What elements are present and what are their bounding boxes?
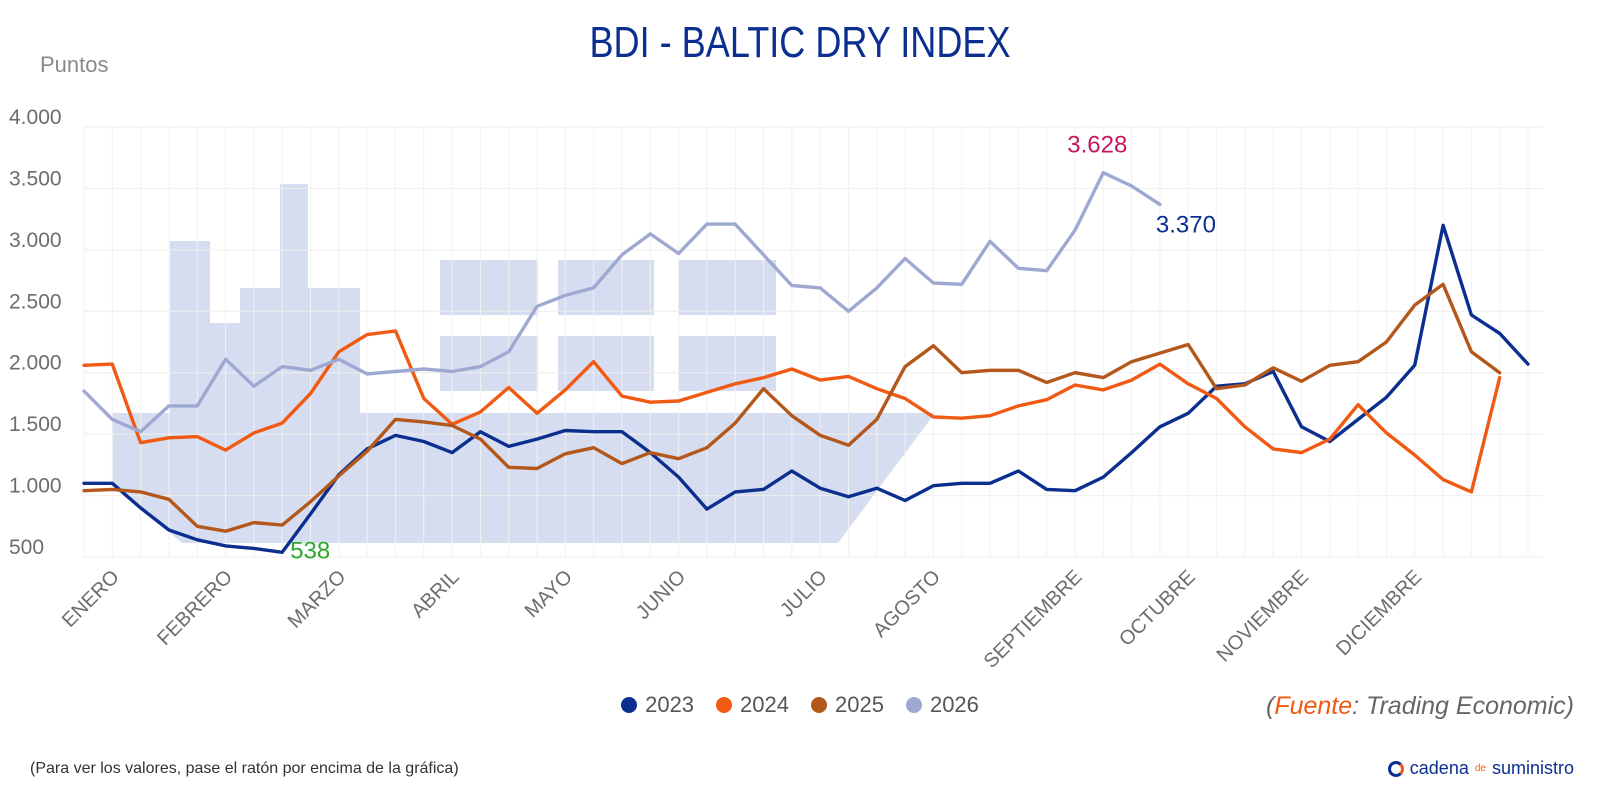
x-axis-ticks: ENERO FEBRERO MARZO ABRIL MAYO JUNIO JULIO AGOS… [58,566,1426,673]
y-tick-label: 2.500 [9,290,62,313]
x-tick-label: SEPTIEMBRE [980,566,1087,673]
grid-lines [83,126,1544,558]
x-tick-label: MAYO [521,566,577,622]
legend-label: 2024 [740,692,789,717]
chart-title: BDI - BALTIC DRY INDEX [589,18,1011,67]
y-axis-label: Puntos [40,52,109,77]
ship-block [170,241,210,413]
brand-icon [1387,760,1404,777]
x-tick-label: ENERO [58,566,124,632]
legend-marker [716,697,733,713]
series-line-2026[interactable] [82,170,1162,434]
x-tick-label: JULIO [776,566,832,622]
legend-item-2025[interactable]: 2025 [811,692,884,718]
y-axis-ticks: 500 1.000 1.500 2.000 2.500 3.000 3.500 4.000 [9,106,62,559]
y-tick-label: 3.000 [9,229,62,252]
x-tick-label: FEBRERO [153,566,237,650]
series-lines[interactable] [82,170,1530,554]
annotation-label: 3.628 [1067,132,1127,159]
annotation-label: 3.370 [1156,211,1216,238]
ship-block [240,288,280,413]
brand-logo: cadena de suministro [1387,758,1574,779]
ship-block [308,288,360,413]
legend-marker [811,697,827,713]
legend-label: 2026 [929,692,979,717]
x-tick-label: DICIEMBRE [1332,566,1426,660]
ship-block [440,260,538,315]
source-rest: : Trading Economic) [1352,692,1574,720]
annotation-label: 538 [290,537,330,564]
x-tick-label: AGOSTO [869,566,945,642]
x-tick-label: JUNIO [632,566,690,624]
source-note: (Fuente: Trading Economic) [1266,692,1574,721]
series-line-2023[interactable] [82,223,1530,554]
chart-svg[interactable]: 500 1.000 1.500 2.000 2.500 3.000 3.500 4.000 E… [0,0,1600,680]
y-tick-label: 500 [9,536,44,559]
brand-suffix: suministro [1491,758,1574,778]
y-tick-label: 1.000 [9,475,62,498]
x-tick-label: OCTUBRE [1115,566,1200,651]
legend-item-2023[interactable]: 2023 [621,692,694,718]
y-tick-label: 3.500 [9,167,62,190]
series-line-2025[interactable] [82,282,1502,533]
legend: 2023 2024 2025 2026 [0,692,1600,718]
ship-block [340,300,352,413]
legend-marker [905,697,922,713]
x-tick-label: ABRIL [407,566,463,622]
x-tick-label: MARZO [284,566,351,633]
source-key: Fuente [1274,692,1353,720]
y-tick-label: 4.000 [9,106,62,129]
annotations: 538 3.628 3.370 [290,132,1216,565]
brand-prefix: cadena [1409,758,1469,778]
y-tick-label: 1.500 [9,413,62,436]
series-line-2024[interactable] [82,329,1502,494]
legend-label: 2025 [835,692,884,717]
x-tick-label: NOVIEMBRE [1213,566,1313,666]
source-open: ( [1265,692,1275,720]
ship-block [558,260,654,315]
ship-hull [112,413,935,543]
ship-block [678,336,776,391]
ship-illustration [112,184,935,543]
ship-block [280,184,308,413]
y-tick-label: 2.000 [9,352,62,375]
brand-mid: de [1474,763,1486,774]
hover-hint: (Para ver los valores, pase el ratón por… [30,760,459,777]
legend-item-2026[interactable]: 2026 [905,692,979,718]
legend-label: 2023 [645,692,695,717]
legend-item-2024[interactable]: 2024 [716,692,789,718]
legend-marker [621,697,638,713]
ship-block [678,260,776,315]
